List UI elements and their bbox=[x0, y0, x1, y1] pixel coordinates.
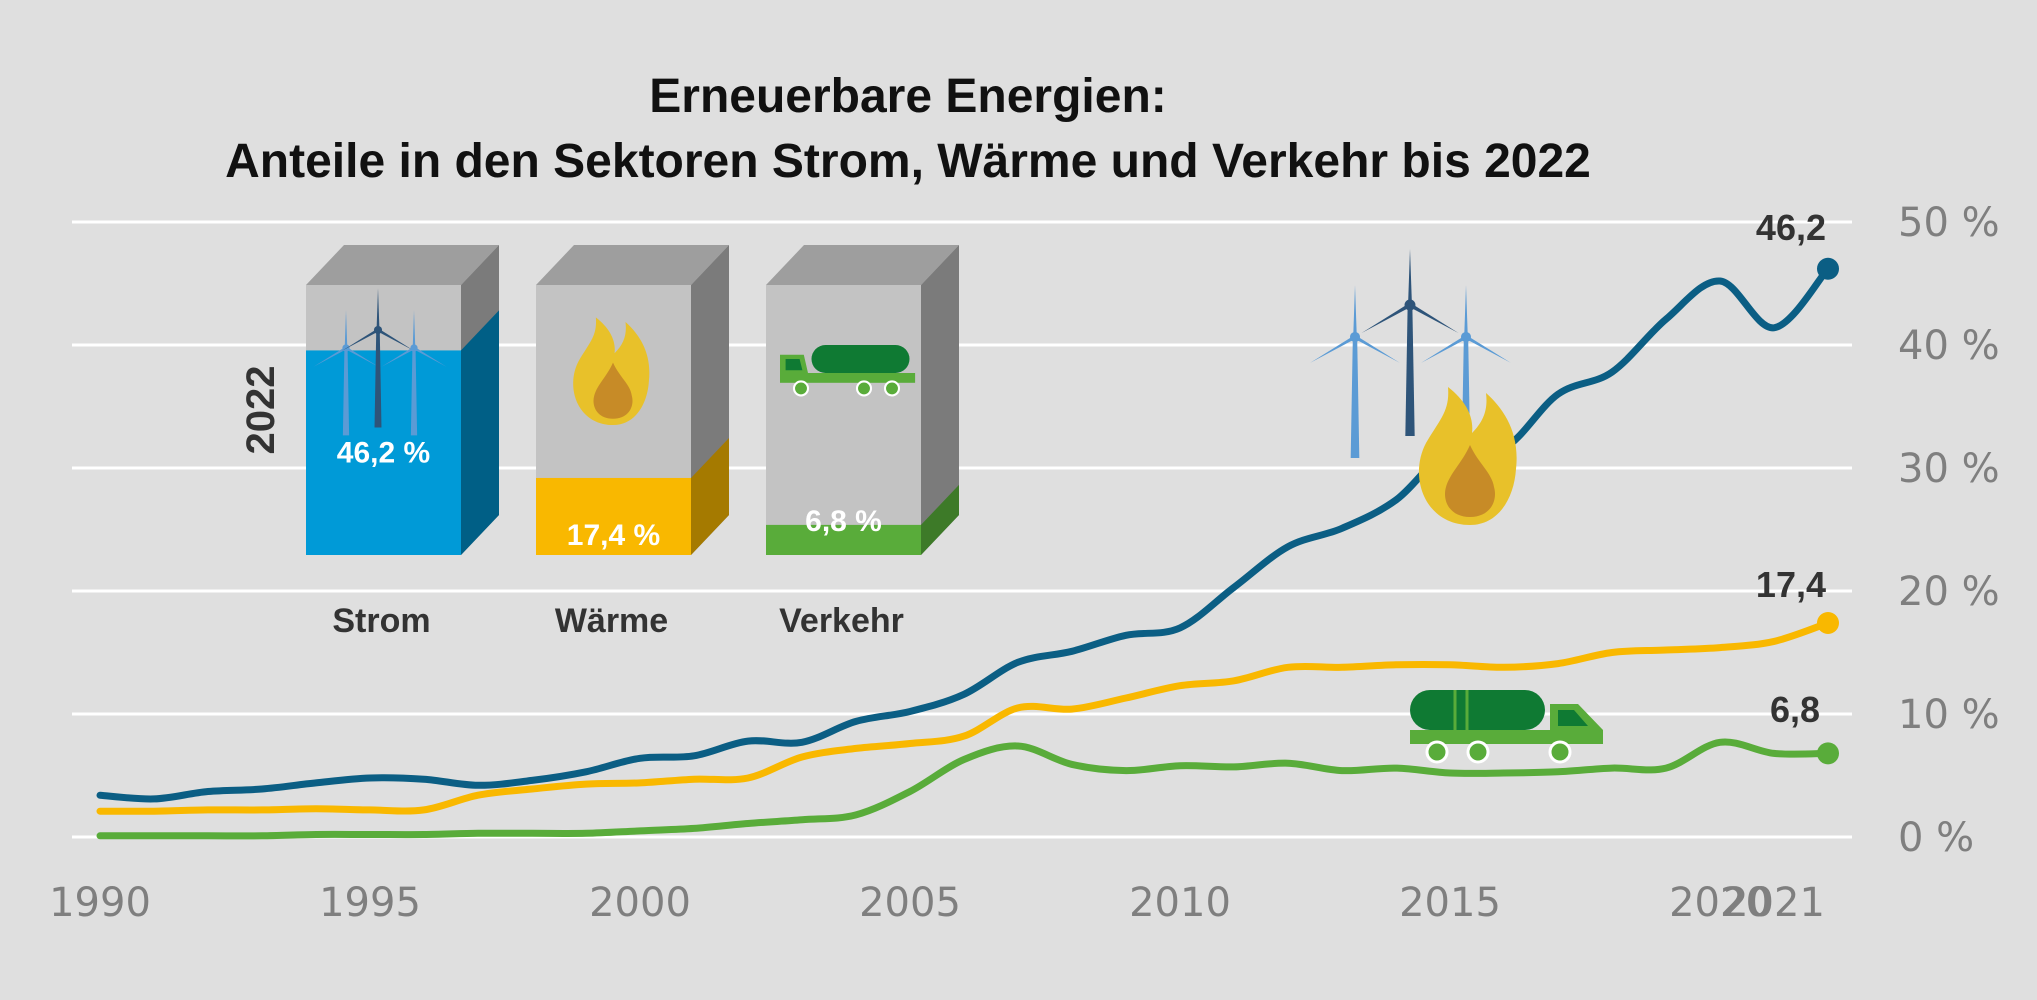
sector-label: Wärme bbox=[555, 602, 668, 640]
end-label-strom: 46,2 bbox=[1756, 207, 1826, 248]
inset-box-verkehr: 6,8 % Verkehr bbox=[766, 245, 959, 640]
end-point-wärme bbox=[1817, 611, 1839, 634]
y-tick-label: 0 % bbox=[1898, 815, 1974, 861]
x-tick-label: 2021 bbox=[1723, 880, 1825, 926]
y-tick-label: 40 % bbox=[1898, 323, 2000, 369]
x-tick-label: 2020 bbox=[1669, 880, 1771, 926]
flame-icon bbox=[1418, 387, 1517, 525]
inset-2022: 2022 46,2 % Strom 17,4 % Wärme 6,8 % Verkehr bbox=[239, 245, 959, 640]
end-point-verkehr bbox=[1817, 742, 1839, 765]
inset-boxes: 46,2 % Strom 17,4 % Wärme 6,8 % Verkehr bbox=[306, 245, 959, 640]
chart-title: Erneuerbare Energien: bbox=[649, 70, 1167, 123]
y-tick-label: 50 % bbox=[1898, 200, 2000, 246]
x-tick-label: 2015 bbox=[1399, 880, 1501, 926]
x-tick-label: 2000 bbox=[589, 880, 691, 926]
end-label-waerme: 17,4 bbox=[1756, 564, 1826, 605]
y-tick-label: 30 % bbox=[1898, 446, 2000, 492]
y-tick-label: 20 % bbox=[1898, 569, 2000, 615]
box-front bbox=[766, 285, 921, 555]
series-line-strom bbox=[96, 265, 1832, 803]
box-side bbox=[921, 245, 959, 555]
inset-box-wärme: 17,4 % Wärme bbox=[536, 245, 729, 640]
tank-truck-icon bbox=[780, 345, 916, 397]
flame-icon bbox=[573, 317, 650, 425]
end-point-strom bbox=[1817, 257, 1839, 280]
box-value-label: 46,2 % bbox=[337, 437, 430, 470]
box-fill-side bbox=[461, 310, 499, 555]
sector-label: Verkehr bbox=[779, 602, 904, 640]
box-value-label: 6,8 % bbox=[805, 505, 882, 538]
x-tick-label: 1990 bbox=[49, 880, 151, 926]
x-tick-label: 2010 bbox=[1129, 880, 1231, 926]
end-label-verkehr: 6,8 bbox=[1770, 689, 1820, 730]
box-fill-front bbox=[536, 477, 691, 555]
tank-truck-icon bbox=[1410, 690, 1603, 764]
series-line-wärme bbox=[96, 619, 1832, 815]
box-fill-side bbox=[691, 437, 729, 555]
box-top bbox=[536, 245, 729, 285]
series-line-verkehr bbox=[96, 738, 1832, 840]
box-top bbox=[306, 245, 499, 285]
box-fill-side bbox=[921, 484, 959, 555]
box-top bbox=[766, 245, 959, 285]
chart-subtitle: Anteile in den Sektoren Strom, Wärme und… bbox=[225, 135, 1591, 188]
sector-label: Strom bbox=[332, 602, 430, 640]
box-fill-front bbox=[766, 524, 921, 555]
line-series bbox=[96, 265, 1832, 840]
inset-year-label: 2022 bbox=[239, 366, 283, 455]
y-tick-label: 10 % bbox=[1898, 692, 2000, 738]
x-tick-label: 2005 bbox=[859, 880, 961, 926]
box-value-label: 17,4 % bbox=[567, 519, 660, 552]
y-axis-ticks: 0 % 10 % 20 % 30 % 40 % 50 % bbox=[1898, 200, 2000, 861]
inset-box-strom: 46,2 % Strom bbox=[306, 245, 499, 640]
box-fill-front bbox=[306, 350, 461, 555]
end-points bbox=[1817, 257, 1839, 765]
x-tick-label: 1995 bbox=[319, 880, 421, 926]
